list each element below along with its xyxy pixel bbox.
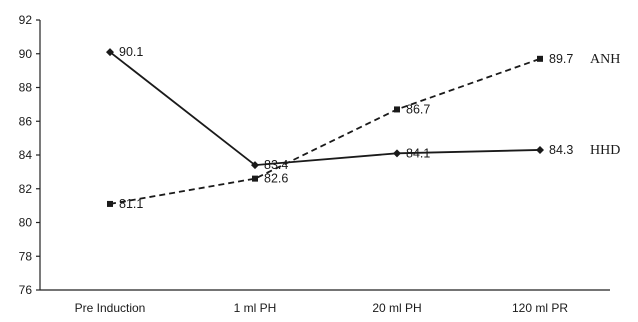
y-tick-label: 76	[19, 283, 33, 297]
data-point-anh	[394, 106, 400, 113]
x-tick-label: 1 ml PH	[234, 301, 277, 315]
y-tick-label: 78	[19, 249, 33, 263]
data-label-anh: 82.6	[264, 172, 288, 186]
data-label-hhd: 84.3	[549, 143, 573, 157]
data-point-hhd	[251, 161, 259, 170]
series-name-label: HHD	[590, 143, 620, 158]
data-point-anh	[537, 55, 543, 62]
x-tick-label: 20 ml PH	[372, 301, 421, 315]
data-point-hhd	[536, 145, 544, 154]
series-line-anh	[109, 57, 541, 205]
data-point-anh	[107, 200, 113, 207]
y-axis: 76 78 80 82 84 86 88 90 92	[19, 13, 41, 297]
data-label-hhd: 90.1	[119, 45, 143, 59]
series-name-label: ANH	[590, 52, 620, 67]
series-hhd: 90.1 83.4 84.1 84.3 HHD	[106, 45, 620, 172]
data-label-hhd: 83.4	[264, 158, 288, 172]
data-point-hhd	[393, 149, 401, 158]
data-label-anh: 81.1	[119, 197, 143, 211]
y-tick-label: 82	[19, 182, 33, 196]
y-tick-label: 80	[19, 216, 33, 230]
data-label-anh: 89.7	[549, 52, 573, 66]
series-line-hhd	[109, 51, 541, 167]
y-tick-label: 88	[19, 81, 33, 95]
y-tick-label: 86	[19, 114, 33, 128]
data-label-anh: 86.7	[406, 102, 430, 116]
data-point-anh	[252, 175, 258, 182]
y-tick-label: 90	[19, 47, 33, 61]
x-axis: Pre Induction 1 ml PH 20 ml PH 120 ml PR	[40, 289, 610, 315]
series-layer: 90.1 83.4 84.1 84.3 HHD 81.1 82.6 86.7 89.7 ANH	[106, 45, 620, 211]
data-label-hhd: 84.1	[406, 146, 430, 160]
series-anh: 81.1 82.6 86.7 89.7 ANH	[107, 52, 620, 211]
y-tick-label: 84	[19, 148, 33, 162]
x-tick-label: 120 ml PR	[512, 301, 568, 315]
data-point-hhd	[106, 48, 114, 57]
y-tick-label: 92	[19, 13, 33, 27]
x-tick-label: Pre Induction	[75, 301, 146, 315]
